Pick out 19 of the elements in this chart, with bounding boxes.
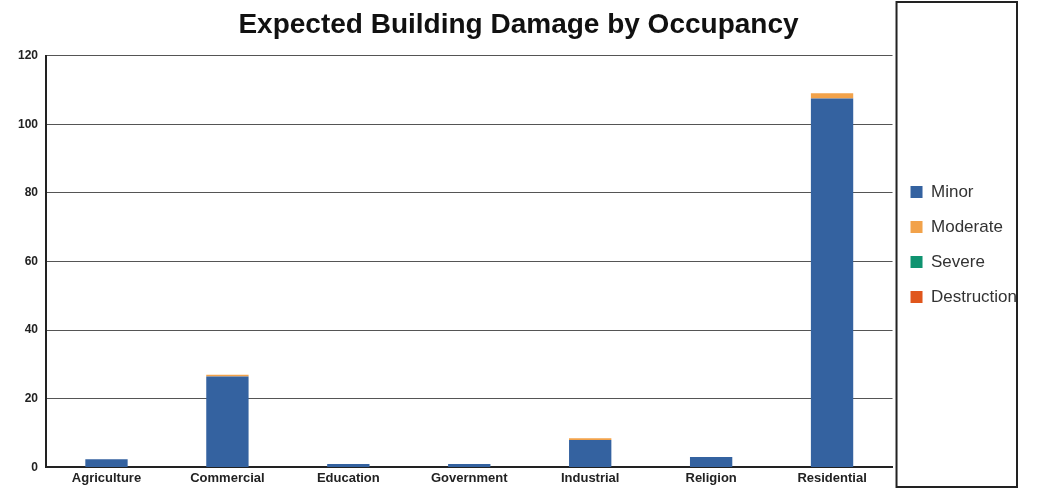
x-tick-label: Commercial (190, 469, 265, 485)
x-tick-label: Government (430, 469, 509, 485)
x-tick-label: Religion (685, 469, 737, 485)
x-tick-label: Agriculture (71, 469, 142, 485)
chart-title: Expected Building Damage by Occupancy (238, 7, 799, 39)
legend-label: Minor (931, 181, 974, 201)
legend-label: Moderate (931, 216, 1003, 236)
y-tick-label: 0 (31, 459, 39, 474)
y-tick-label: 120 (17, 47, 39, 62)
x-tick-label: Industrial (560, 469, 620, 485)
y-tick-label: 20 (24, 391, 39, 406)
x-tick-label: Education (316, 469, 380, 485)
legend-label: Severe (931, 251, 985, 271)
y-tick-label: 80 (24, 185, 39, 200)
y-tick-label: 60 (24, 253, 39, 268)
legend-label: Destruction (931, 286, 1017, 306)
y-tick-label: 100 (17, 116, 39, 131)
y-tick-label: 40 (24, 322, 39, 337)
x-tick-label: Residential (797, 469, 867, 485)
